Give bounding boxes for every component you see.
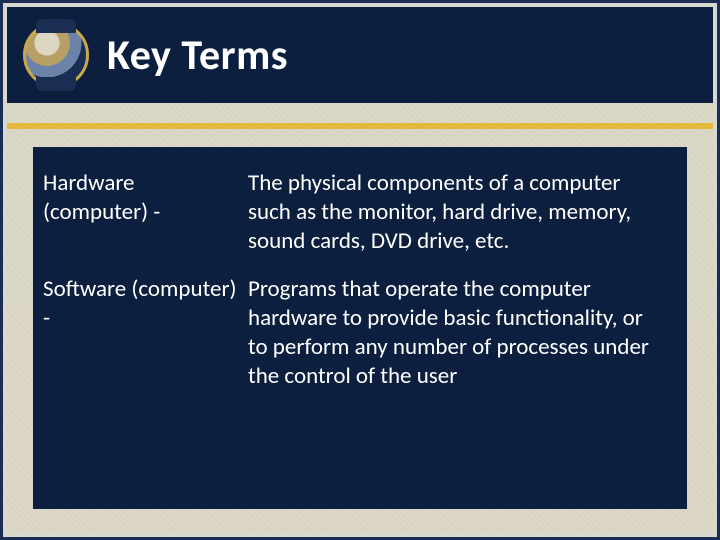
- slide-background: Key Terms Hardware (computer) - The phys…: [7, 7, 713, 533]
- content-panel: Hardware (computer) - The physical compo…: [33, 147, 687, 509]
- term-label: Software (computer) -: [43, 275, 248, 390]
- term-definition: Programs that operate the computer hardw…: [248, 275, 677, 390]
- slide-frame: Key Terms Hardware (computer) - The phys…: [0, 0, 720, 540]
- navy-jrotc-seal-icon: [23, 22, 89, 88]
- divider-gold-bar: [7, 123, 713, 129]
- term-row: Hardware (computer) - The physical compo…: [43, 169, 677, 255]
- term-row: Software (computer) - Programs that oper…: [43, 275, 677, 390]
- slide-header: Key Terms: [7, 7, 713, 103]
- slide-title: Key Terms: [107, 30, 288, 81]
- term-label: Hardware (computer) -: [43, 169, 248, 255]
- term-definition: The physical components of a computer su…: [248, 169, 677, 255]
